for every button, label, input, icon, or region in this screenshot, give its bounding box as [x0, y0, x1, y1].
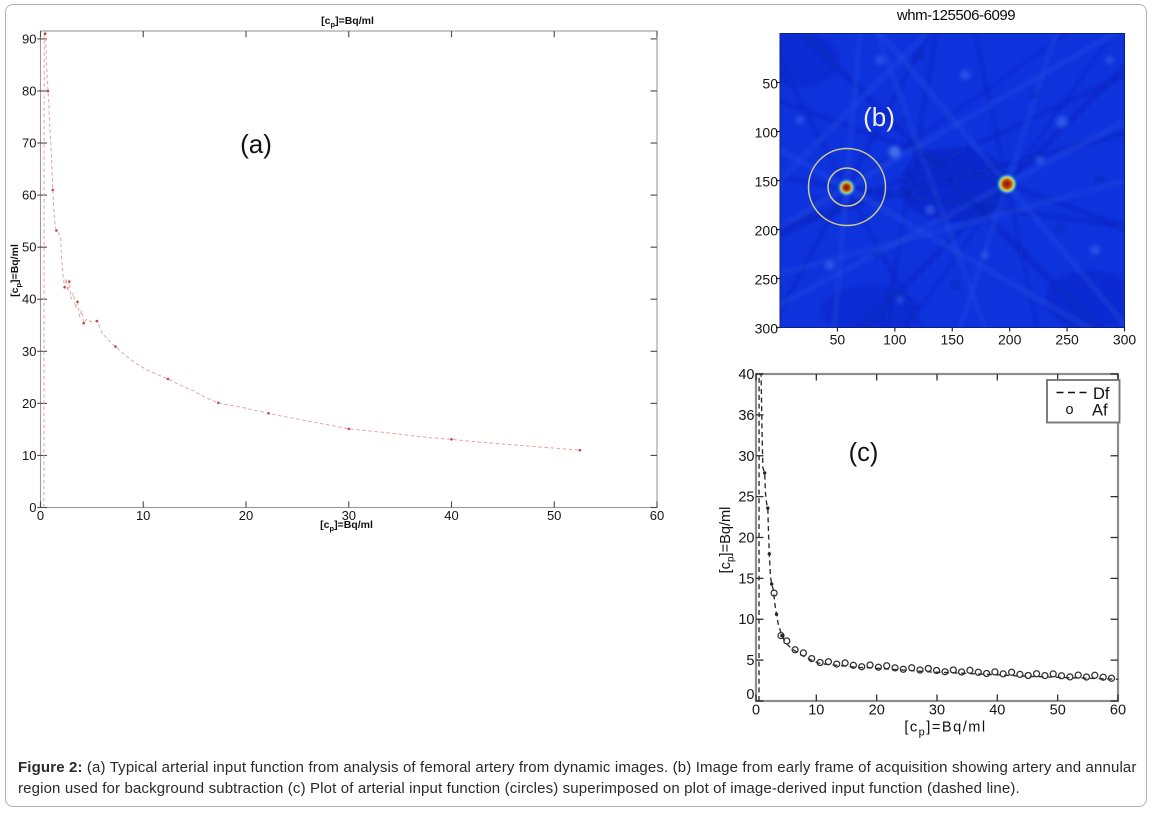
svg-text:(c): (c) [849, 439, 879, 467]
svg-text:[cp]=Bq/ml: [cp]=Bq/ml [904, 720, 986, 739]
svg-text:[cp]=Bq/ml: [cp]=Bq/ml [9, 244, 23, 297]
svg-text:40: 40 [22, 292, 36, 307]
svg-text:15: 15 [738, 571, 754, 587]
svg-text:[cp]=Bq/ml: [cp]=Bq/ml [718, 507, 737, 574]
svg-text:30: 30 [738, 449, 754, 465]
svg-text:60: 60 [1110, 703, 1126, 719]
svg-text:10: 10 [738, 612, 754, 628]
svg-text:0: 0 [752, 703, 760, 719]
svg-text:40: 40 [444, 508, 458, 523]
svg-text:150: 150 [755, 174, 779, 190]
svg-text:(a): (a) [240, 129, 272, 159]
svg-text:30: 30 [342, 508, 356, 523]
svg-text:20: 20 [239, 508, 253, 523]
svg-text:Df: Df [1093, 385, 1110, 403]
svg-text:250: 250 [755, 272, 779, 288]
svg-text:30: 30 [929, 703, 945, 719]
svg-text:40: 40 [738, 367, 754, 383]
svg-text:60: 60 [650, 508, 664, 523]
svg-text:300: 300 [755, 321, 779, 337]
svg-text:40: 40 [989, 703, 1005, 719]
svg-text:0: 0 [746, 687, 754, 703]
svg-text:200: 200 [998, 332, 1022, 348]
svg-text:36: 36 [738, 408, 754, 424]
svg-text:50: 50 [830, 332, 846, 348]
svg-text:100: 100 [883, 332, 907, 348]
svg-text:90: 90 [22, 31, 36, 46]
svg-text:10: 10 [808, 703, 824, 719]
svg-text:250: 250 [1055, 332, 1079, 348]
svg-text:whm-125506-6099: whm-125506-6099 [896, 7, 1015, 24]
svg-text:50: 50 [22, 240, 36, 255]
svg-text:20: 20 [869, 703, 885, 719]
svg-text:0: 0 [29, 500, 36, 515]
svg-text:200: 200 [755, 223, 779, 239]
svg-text:Af: Af [1092, 402, 1108, 420]
svg-text:150: 150 [941, 332, 965, 348]
svg-text:30: 30 [22, 344, 36, 359]
svg-text:60: 60 [22, 188, 36, 203]
svg-text:20: 20 [22, 396, 36, 411]
svg-text:[cp]=Bq/ml: [cp]=Bq/ml [320, 519, 373, 533]
svg-text:50: 50 [1050, 703, 1066, 719]
svg-text:300: 300 [1113, 332, 1137, 348]
svg-text:70: 70 [22, 136, 36, 151]
svg-text:(b): (b) [863, 102, 895, 132]
svg-text:10: 10 [136, 508, 150, 523]
svg-text:50: 50 [762, 76, 778, 92]
svg-text:50: 50 [547, 508, 561, 523]
svg-text:0: 0 [37, 508, 44, 523]
svg-text:80: 80 [22, 84, 36, 99]
svg-text:10: 10 [22, 448, 36, 463]
svg-text:25: 25 [738, 490, 754, 506]
svg-text:20: 20 [738, 531, 754, 547]
svg-text:5: 5 [746, 653, 754, 669]
svg-text:[cp]=Bq/ml: [cp]=Bq/ml [321, 15, 374, 29]
svg-text:100: 100 [755, 125, 779, 141]
svg-text:o: o [1066, 402, 1074, 418]
